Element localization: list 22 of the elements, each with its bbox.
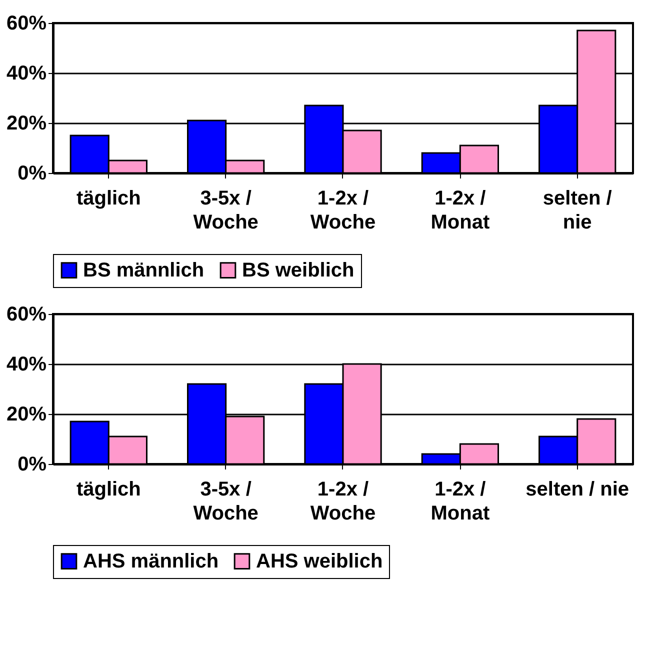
y-tick-label: 0%	[18, 162, 47, 184]
y-tick-label: 60%	[6, 304, 47, 326]
y-tick-label: 40%	[6, 354, 47, 376]
x-tick-label: selten / nie	[542, 188, 612, 234]
x-tick-label: 1-2x / Woche	[310, 478, 376, 524]
y-tick-label: 20%	[6, 404, 47, 426]
y-tick-label: 0%	[18, 454, 47, 476]
legend-label: AHS männlich	[83, 550, 219, 572]
x-tick-label: täglich	[76, 188, 141, 210]
legend-label: BS männlich	[83, 259, 204, 282]
legend-label: BS weiblich	[242, 259, 354, 282]
x-tick-label: 3-5x / Woche	[193, 188, 258, 234]
x-tick-label: täglich	[76, 478, 141, 500]
legend-label: AHS weiblich	[256, 550, 383, 572]
x-tick-label: selten / nie	[526, 478, 630, 500]
y-tick-label: 20%	[6, 112, 47, 134]
x-tick-label: 3-5x / Woche	[193, 478, 258, 524]
x-tick-label: 1-2x / Monat	[430, 188, 490, 234]
y-tick-label: 60%	[6, 12, 47, 34]
x-tick-label: 1-2x / Woche	[310, 188, 376, 234]
y-tick-label: 40%	[6, 62, 47, 84]
x-tick-label: 1-2x / Monat	[430, 478, 490, 524]
